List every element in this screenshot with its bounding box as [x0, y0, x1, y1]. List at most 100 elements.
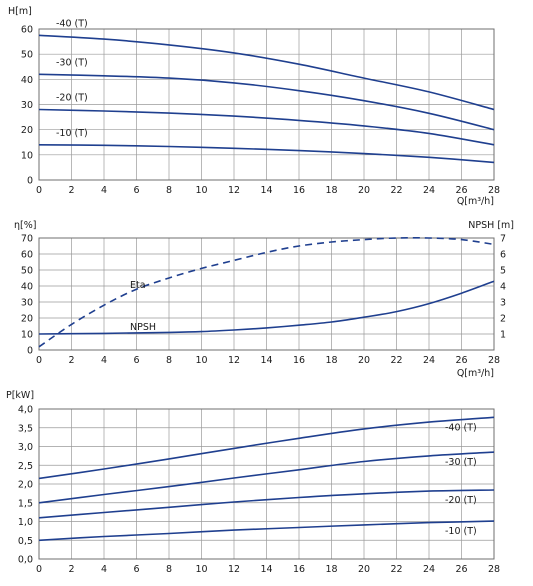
y-tick-label: 50: [21, 266, 33, 277]
head-chart: H[m] Q[m³/h] 0 2 4 6 8 10 12 14 16 18 20 22 24 26 2801…: [8, 6, 500, 207]
y-tick-label: 40: [21, 75, 33, 86]
y-tick-label: 4,0: [18, 405, 33, 416]
x-tick-label: 2: [68, 185, 74, 196]
x-tick-label: 0: [36, 355, 42, 366]
y-tick-label: 2,5: [18, 461, 33, 472]
x-tick-label: 8: [166, 355, 172, 366]
eta-ticks: 0 2 4 6 8 10 12 14 16 18 20 22 24 26 28010203040506070…: [21, 234, 506, 367]
x-tick-label: 12: [228, 355, 240, 366]
series-label: -10 (T): [56, 128, 88, 139]
series-label: -40 (T): [56, 18, 88, 29]
series-label: -30 (T): [56, 57, 88, 68]
y-tick-label: 0: [27, 346, 33, 357]
y-tick-label: 20: [21, 314, 33, 325]
curve-line: [38, 73, 495, 131]
series-label: -10 (T): [445, 526, 477, 537]
eta-grid: [38, 237, 495, 351]
x-tick-label: 0: [36, 185, 42, 196]
x-tick-label: 8: [166, 185, 172, 196]
y-right-tick-label: 1: [500, 330, 506, 341]
x-tick-label: 4: [101, 355, 107, 366]
x-tick-label: 16: [293, 355, 305, 366]
x-tick-label: 14: [260, 355, 272, 366]
eta-npsh-curve-labels: Eta NPSH: [130, 280, 156, 333]
x-tick-label: 0: [36, 564, 42, 575]
x-tick-label: 24: [423, 564, 435, 575]
plot-frame: [38, 237, 495, 351]
curve-line: [38, 108, 495, 146]
head-curves: [38, 34, 495, 164]
curve-line: [38, 520, 495, 542]
x-tick-label: 24: [423, 185, 435, 196]
y-tick-label: 3,5: [18, 423, 33, 434]
series-label: -20 (T): [56, 93, 88, 104]
x-tick-label: 16: [293, 185, 305, 196]
x-tick-label: 10: [195, 564, 207, 575]
y-tick-label: 30: [21, 100, 33, 111]
series-label: Eta: [130, 280, 146, 291]
x-tick-label: 12: [228, 564, 240, 575]
curve-line: [38, 144, 495, 164]
series-label: -30 (T): [445, 457, 477, 468]
head-curve-labels: -40 (T) -30 (T) -20 (T) -10 (T): [56, 18, 88, 138]
x-tick-label: 22: [390, 564, 402, 575]
plot-frame: [38, 28, 495, 181]
y-right-tick-label: 4: [500, 282, 506, 293]
y-tick-label: 30: [21, 298, 33, 309]
y-tick-label: 1,0: [18, 517, 33, 528]
y-tick-label: 10: [21, 150, 33, 161]
x-tick-label: 18: [325, 355, 337, 366]
x-tick-label: 2: [68, 564, 74, 575]
x-tick-label: 26: [455, 185, 467, 196]
x-tick-label: 6: [133, 564, 139, 575]
y-right-tick-label: 7: [500, 234, 506, 245]
y-tick-label: 0,0: [18, 555, 33, 566]
series-label: -20 (T): [445, 495, 477, 506]
x-tick-label: 26: [455, 355, 467, 366]
curve-line: [38, 236, 495, 348]
x-tick-label: 28: [488, 355, 500, 366]
curve-line: [38, 34, 495, 111]
power-chart: P[kW] 0 2 4 6 8 10 12 14 16 18 20 22 24 26 280,00,51,0…: [6, 390, 500, 575]
x-tick-label: 4: [101, 185, 107, 196]
y-tick-label: 1,5: [18, 498, 33, 509]
eta-ylabel: η[%]: [14, 220, 36, 231]
x-tick-label: 6: [133, 185, 139, 196]
x-tick-label: 10: [195, 355, 207, 366]
efficiency-npsh-chart: η[%] NPSH [m] Q[m³/h] 0 2 4 6 8 10 12 14 16 18 20 2…: [14, 220, 514, 379]
x-tick-label: 28: [488, 564, 500, 575]
x-tick-label: 12: [228, 185, 240, 196]
series-label: NPSH: [130, 322, 156, 333]
y-tick-label: 3,0: [18, 442, 33, 453]
x-tick-label: 28: [488, 185, 500, 196]
y-tick-label: 2,0: [18, 480, 33, 491]
x-tick-label: 18: [325, 564, 337, 575]
x-tick-label: 14: [260, 564, 272, 575]
power-ylabel: P[kW]: [6, 390, 34, 401]
npsh-ylabel: NPSH [m]: [468, 220, 514, 231]
x-tick-label: 20: [358, 355, 370, 366]
x-tick-label: 6: [133, 355, 139, 366]
head-ylabel: H[m]: [8, 6, 32, 17]
x-tick-label: 8: [166, 564, 172, 575]
x-tick-label: 2: [68, 355, 74, 366]
power-grid: [38, 408, 495, 560]
x-tick-label: 10: [195, 185, 207, 196]
curve-line: [38, 451, 495, 504]
x-tick-label: 22: [390, 185, 402, 196]
plot-frame: [38, 408, 495, 560]
x-tick-label: 14: [260, 185, 272, 196]
y-right-tick-label: 2: [500, 314, 506, 325]
y-right-tick-label: 6: [500, 250, 506, 261]
curve-line: [38, 416, 495, 480]
head-xlabel: Q[m³/h]: [457, 196, 494, 207]
y-tick-label: 40: [21, 282, 33, 293]
y-right-tick-label: 3: [500, 298, 506, 309]
head-grid: [38, 28, 495, 181]
x-tick-label: 4: [101, 564, 107, 575]
x-tick-label: 26: [455, 564, 467, 575]
x-tick-label: 24: [423, 355, 435, 366]
y-right-tick-label: 5: [500, 266, 506, 277]
